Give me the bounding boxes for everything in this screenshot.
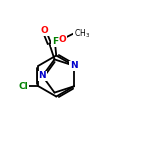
Text: Cl: Cl <box>18 82 28 91</box>
Text: F: F <box>52 37 58 46</box>
Text: N: N <box>70 61 78 70</box>
Text: O: O <box>40 26 48 35</box>
Text: O: O <box>58 35 66 44</box>
Text: CH$_3$: CH$_3$ <box>74 27 90 40</box>
Text: N: N <box>39 71 46 81</box>
